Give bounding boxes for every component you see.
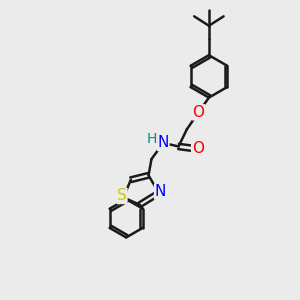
- Text: N: N: [154, 184, 166, 199]
- Text: O: O: [192, 141, 204, 156]
- Text: S: S: [117, 188, 127, 203]
- Text: H: H: [146, 131, 157, 146]
- Text: O: O: [193, 105, 205, 120]
- Text: N: N: [158, 135, 169, 150]
